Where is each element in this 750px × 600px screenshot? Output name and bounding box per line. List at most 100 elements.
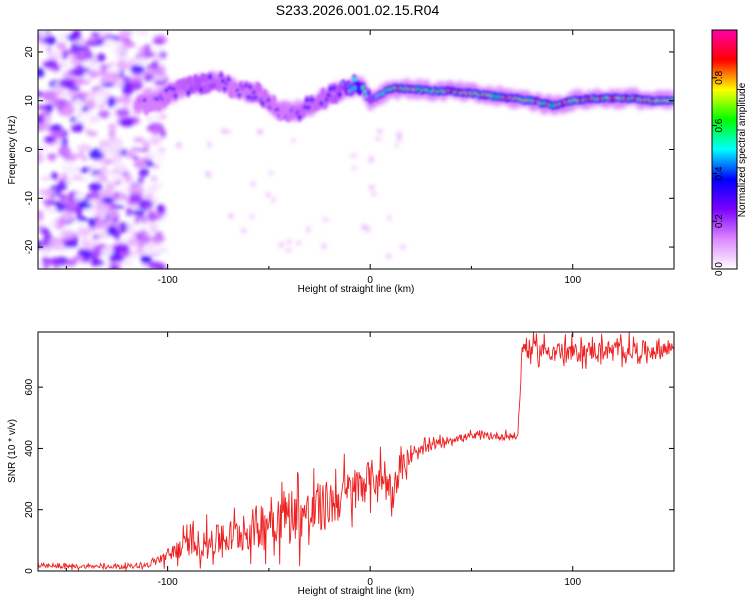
noise-blob bbox=[129, 77, 144, 82]
noise-blob bbox=[38, 153, 45, 164]
noise-blob bbox=[75, 190, 83, 200]
noise-blob bbox=[102, 196, 114, 204]
noise-blob bbox=[349, 154, 357, 158]
noise-blob bbox=[89, 175, 99, 181]
noise-blob bbox=[123, 104, 130, 110]
heatmap-frame bbox=[37, 29, 675, 270]
noise-blob bbox=[122, 41, 136, 49]
noise-blob bbox=[87, 208, 97, 214]
noise-blob bbox=[152, 39, 165, 45]
noise-blob bbox=[221, 128, 227, 134]
noise-blob bbox=[397, 135, 402, 142]
noise-blob bbox=[147, 184, 159, 193]
noise-blob bbox=[101, 176, 109, 182]
noise-blob bbox=[55, 202, 66, 212]
ridge-core bbox=[134, 70, 674, 123]
noise-blob bbox=[131, 32, 141, 39]
noise-blob bbox=[129, 79, 143, 91]
noise-blob bbox=[291, 138, 296, 143]
noise-blob bbox=[43, 35, 57, 45]
ridge-inner bbox=[304, 98, 309, 103]
noise-blob bbox=[127, 58, 139, 64]
noise-blob bbox=[271, 197, 276, 203]
noise-blob bbox=[38, 67, 45, 78]
noise-blob bbox=[58, 193, 67, 201]
noise-blob bbox=[75, 206, 83, 218]
noise-blob bbox=[45, 137, 57, 143]
noise-blob bbox=[72, 98, 84, 111]
ridge-outer bbox=[216, 81, 222, 92]
noise-blob bbox=[124, 173, 133, 184]
noise-blob bbox=[386, 253, 392, 259]
y-tick-label: 400 bbox=[24, 440, 35, 457]
noise-blob bbox=[145, 161, 155, 167]
noise-blob bbox=[50, 172, 59, 180]
colorbar-frame bbox=[711, 29, 738, 270]
ridge-inner bbox=[303, 105, 307, 110]
noise-blob bbox=[116, 48, 128, 61]
noise-blob bbox=[265, 192, 271, 198]
noise-blob bbox=[137, 159, 146, 166]
noise-blob bbox=[64, 202, 79, 214]
noise-blob bbox=[47, 236, 63, 249]
noise-blob bbox=[108, 253, 121, 263]
noise-blob bbox=[131, 209, 146, 217]
noise-blob bbox=[105, 182, 116, 191]
noise-blob bbox=[113, 41, 126, 52]
noise-blob bbox=[130, 64, 145, 75]
noise-blob bbox=[108, 172, 123, 182]
noise-blob bbox=[142, 141, 151, 149]
ridge-inner bbox=[266, 98, 271, 103]
noise-blob bbox=[205, 171, 211, 178]
noise-blob bbox=[77, 144, 92, 152]
noise-blob bbox=[321, 243, 327, 250]
noise-blob bbox=[52, 98, 68, 109]
noise-blob bbox=[88, 148, 105, 160]
ridge-inner bbox=[328, 87, 333, 92]
noise-blob bbox=[72, 175, 83, 180]
noise-blob bbox=[88, 217, 96, 228]
noise-blob bbox=[387, 214, 392, 221]
noise-blob bbox=[38, 30, 47, 39]
noise-blob bbox=[122, 259, 133, 266]
noise-blob bbox=[141, 194, 154, 199]
noise-blobs bbox=[38, 30, 407, 269]
noise-blob bbox=[136, 56, 148, 66]
noise-blob bbox=[41, 175, 51, 181]
x-tick-label: -100 bbox=[158, 275, 178, 286]
noise-blob bbox=[58, 145, 71, 158]
noise-blob bbox=[61, 49, 69, 60]
noise-blob bbox=[150, 198, 159, 203]
noise-blob bbox=[128, 184, 144, 195]
noise-blob bbox=[88, 34, 98, 43]
noise-blob bbox=[38, 114, 45, 125]
noise-blob bbox=[99, 189, 114, 198]
noise-blob bbox=[296, 240, 301, 246]
noise-blob bbox=[100, 246, 114, 257]
noise-blob bbox=[47, 257, 63, 266]
noise-blob bbox=[126, 222, 134, 234]
noise-blob bbox=[38, 146, 48, 152]
snr-background bbox=[38, 332, 674, 571]
ridge-outer bbox=[156, 100, 162, 111]
noise-blob bbox=[112, 191, 120, 201]
colorbar-tick-label: 0.8 bbox=[714, 70, 725, 84]
noise-blob bbox=[279, 241, 284, 249]
noise-blob bbox=[377, 128, 383, 134]
noise-blob bbox=[49, 127, 63, 140]
ridge-outer bbox=[200, 72, 206, 83]
noise-blob bbox=[64, 178, 75, 185]
y-tick-label: 200 bbox=[24, 501, 35, 518]
noise-blob bbox=[107, 123, 117, 130]
x-tick-label: 0 bbox=[367, 275, 373, 286]
noise-blob bbox=[146, 69, 157, 76]
snr-panel: -100 0 100 0 200 400 600 Height of straight li… bbox=[7, 331, 675, 597]
noise-blob bbox=[77, 151, 85, 159]
noise-blob bbox=[38, 91, 44, 98]
noise-blob bbox=[101, 82, 115, 88]
noise-blob bbox=[111, 152, 123, 164]
noise-blob bbox=[38, 142, 44, 147]
ridge-inner bbox=[226, 77, 231, 82]
ridge-inner bbox=[173, 93, 178, 98]
noise-blob bbox=[113, 110, 127, 116]
